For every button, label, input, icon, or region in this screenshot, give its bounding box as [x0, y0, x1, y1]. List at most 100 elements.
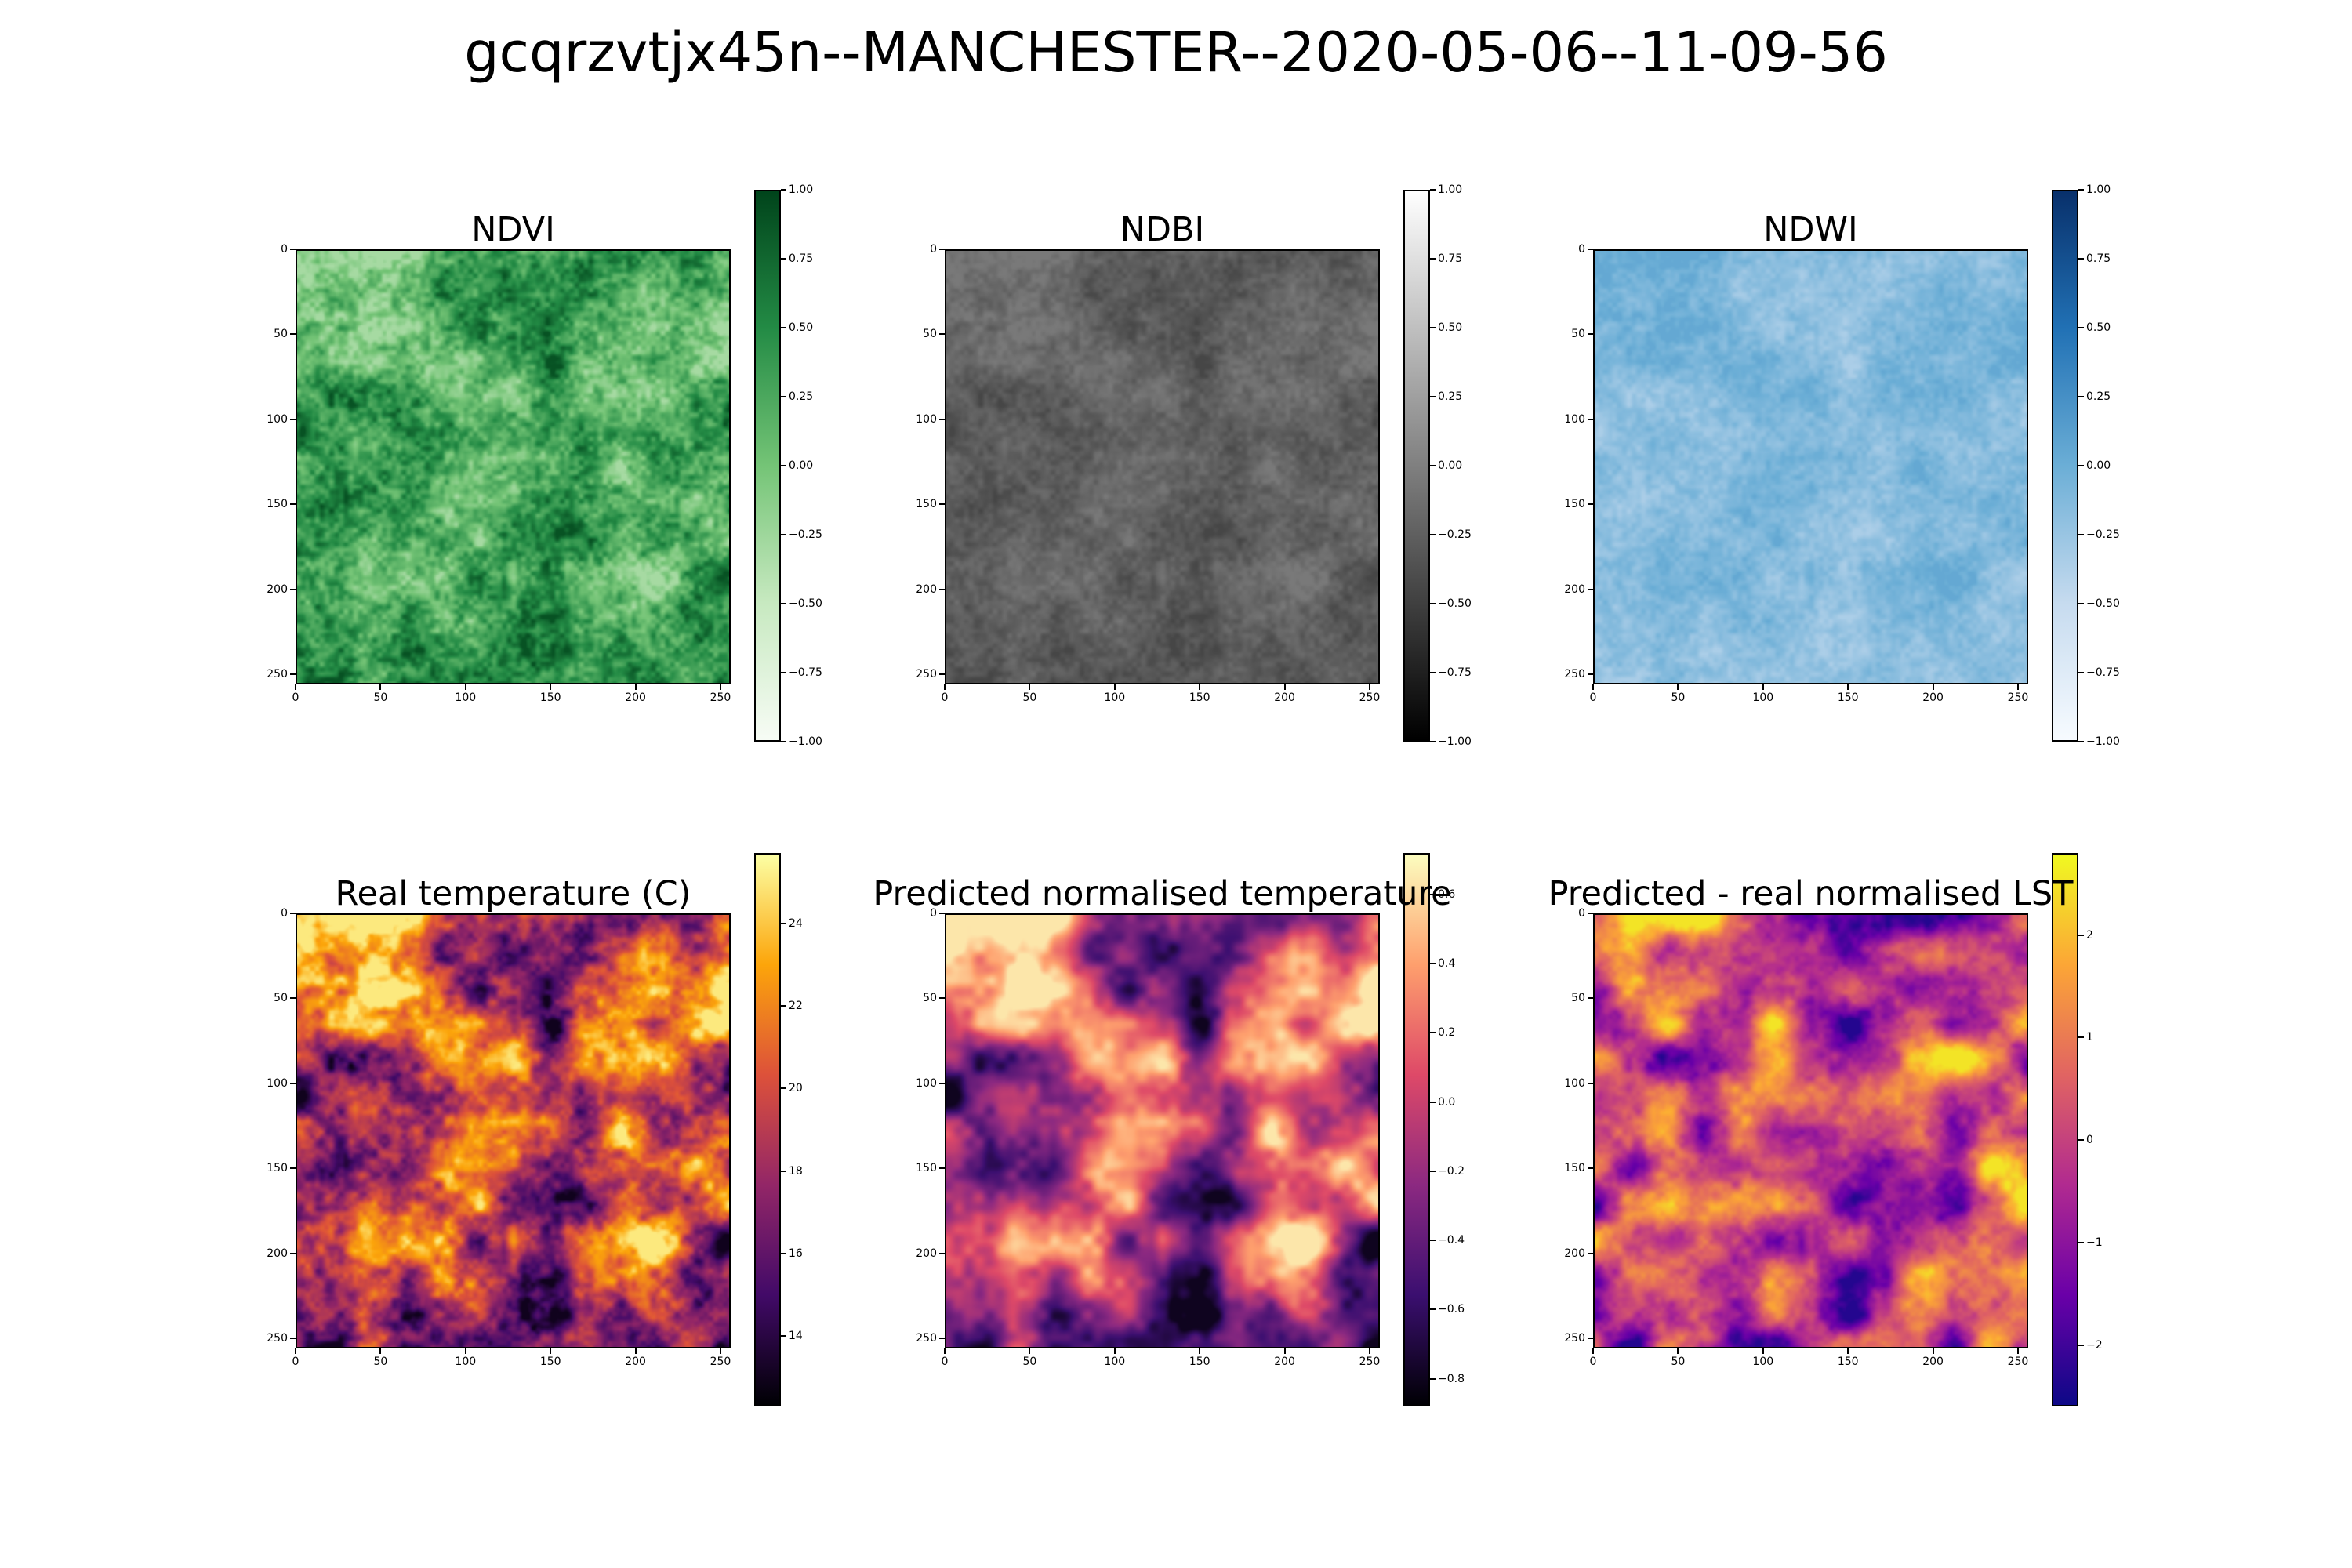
colorbar-tick-label: 0.50	[1438, 321, 1463, 334]
x-tick-label: 50	[1022, 1356, 1037, 1368]
x-tick-label: 250	[2007, 691, 2029, 704]
colorbar-tick-mark	[2078, 1036, 2084, 1039]
y-tick-label: 250	[916, 1331, 937, 1345]
y-tick-mark	[939, 1082, 945, 1084]
colorbar-tick-mark	[1430, 672, 1436, 673]
x-tick-mark	[1592, 1348, 1594, 1354]
colorbar-tick-mark	[2078, 396, 2084, 397]
x-tick-label: 200	[625, 691, 646, 704]
colorbar-tick-label: −0.50	[2086, 597, 2120, 610]
x-tick-mark	[1932, 684, 1934, 690]
colorbar-tick-label: −0.50	[789, 597, 822, 610]
colorbar-tick-mark	[1430, 893, 1436, 895]
y-tick-label: 0	[930, 907, 937, 920]
x-tick-label: 200	[625, 1356, 646, 1368]
y-tick-label: 250	[1564, 1331, 1585, 1345]
x-tick-mark	[1592, 684, 1594, 690]
y-tick-mark	[290, 588, 296, 590]
colorbar-tick-label: −1.00	[789, 735, 822, 748]
colorbar-tick-mark	[1430, 396, 1436, 397]
colorbar-tick-label: −0.75	[789, 666, 822, 679]
colorbar-tick-label: 0.25	[789, 390, 814, 403]
x-tick-mark	[1368, 684, 1370, 690]
colorbar-tick-mark	[2078, 534, 2084, 535]
colorbar-tick-label: 0.50	[2086, 321, 2111, 334]
y-tick-label: 0	[1578, 907, 1585, 920]
colorbar-tick-mark	[1430, 963, 1436, 965]
heatmap-image	[1593, 249, 2028, 684]
colorbar	[2052, 190, 2078, 742]
y-tick-mark	[1588, 997, 1593, 1000]
y-tick-mark	[1588, 1167, 1593, 1170]
colorbar-tick-label: 20	[789, 1082, 803, 1095]
y-tick-label: 200	[916, 583, 937, 596]
y-tick-label: 250	[1564, 667, 1585, 681]
y-tick-mark	[290, 673, 296, 675]
y-tick-label: 100	[267, 1076, 288, 1090]
x-tick-label: 50	[373, 1356, 388, 1368]
x-tick-label: 100	[1752, 1356, 1774, 1368]
x-tick-mark	[1847, 684, 1849, 690]
colorbar-tick-mark	[2078, 741, 2084, 742]
y-tick-mark	[1588, 333, 1593, 336]
colorbar-tick-mark	[1430, 1101, 1436, 1103]
colorbar-tick-mark	[1430, 1032, 1436, 1034]
y-tick-label: 200	[916, 1247, 937, 1260]
x-tick-mark	[1113, 684, 1116, 690]
colorbar-tick-mark	[781, 396, 786, 397]
x-tick-label: 100	[455, 1356, 477, 1368]
x-tick-mark	[634, 684, 637, 690]
colorbar-tick-label: 0.75	[789, 252, 814, 265]
colorbar-tick-label: 0.4	[1438, 957, 1456, 971]
x-tick-label: 0	[1589, 1356, 1597, 1368]
colorbar	[1403, 853, 1430, 1406]
colorbar-tick-label: 14	[789, 1330, 803, 1343]
y-tick-label: 150	[916, 498, 937, 511]
colorbar-tick-mark	[781, 1253, 786, 1255]
colorbar-tick-mark	[781, 258, 786, 260]
colorbar-tick-mark	[781, 189, 786, 191]
x-tick-label: 250	[2007, 1356, 2029, 1368]
colorbar	[754, 853, 781, 1406]
x-tick-mark	[1199, 684, 1201, 690]
x-tick-label: 150	[1837, 691, 1859, 704]
x-tick-label: 50	[1671, 691, 1686, 704]
y-tick-mark	[939, 418, 945, 420]
heatmap-image	[296, 913, 731, 1348]
x-tick-label: 100	[1752, 691, 1774, 704]
figure-title: gcqrzvtjx45n--MANCHESTER--2020-05-06--11…	[464, 20, 1888, 85]
x-tick-mark	[379, 1348, 382, 1354]
x-tick-mark	[719, 1348, 721, 1354]
x-tick-mark	[2016, 684, 2019, 690]
x-tick-mark	[1283, 1348, 1286, 1354]
colorbar-tick-mark	[2078, 327, 2084, 328]
colorbar-tick-mark	[1430, 327, 1436, 328]
x-tick-label: 50	[1671, 1356, 1686, 1368]
colorbar-tick-label: 0.25	[1438, 390, 1463, 403]
y-tick-label: 200	[267, 583, 288, 596]
x-tick-mark	[1762, 1348, 1764, 1354]
colorbar-tick-mark	[781, 1004, 786, 1007]
colorbar	[2052, 853, 2078, 1406]
colorbar-tick-mark	[781, 1335, 786, 1338]
colorbar-tick-label: −1.00	[2086, 735, 2120, 748]
colorbar-tick-mark	[2078, 1139, 2084, 1142]
y-tick-mark	[1588, 249, 1593, 250]
y-tick-mark	[290, 503, 296, 506]
colorbar-tick-mark	[781, 672, 786, 673]
x-tick-mark	[634, 1348, 637, 1354]
panel-title: NDVI	[471, 210, 555, 249]
colorbar-tick-label: −0.6	[1438, 1303, 1465, 1316]
colorbar	[1403, 190, 1430, 742]
y-tick-mark	[939, 913, 945, 914]
panel-title: NDBI	[1120, 210, 1205, 249]
x-tick-mark	[1932, 1348, 1934, 1354]
y-tick-mark	[290, 997, 296, 1000]
colorbar-tick-mark	[781, 922, 786, 924]
x-tick-mark	[2016, 1348, 2019, 1354]
y-tick-mark	[939, 333, 945, 336]
y-tick-mark	[1588, 1337, 1593, 1339]
x-tick-label: 100	[1104, 1356, 1126, 1368]
colorbar-tick-label: −0.25	[2086, 528, 2120, 541]
x-tick-mark	[550, 684, 552, 690]
